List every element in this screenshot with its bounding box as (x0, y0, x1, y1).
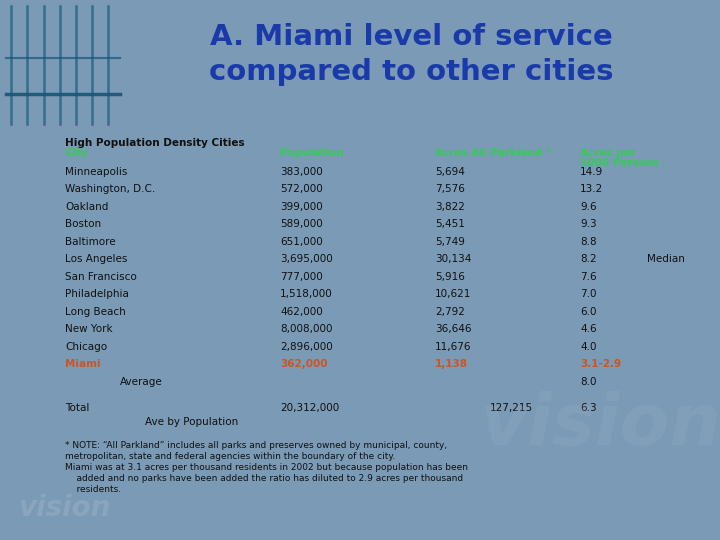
Text: Baltimore: Baltimore (65, 237, 116, 247)
Text: 399,000: 399,000 (280, 201, 323, 212)
Text: Acres All Parkland *: Acres All Parkland * (435, 147, 552, 158)
Text: 30,134: 30,134 (435, 254, 472, 264)
Text: 11,676: 11,676 (435, 342, 472, 352)
Text: 777,000: 777,000 (280, 272, 323, 282)
Text: 36,646: 36,646 (435, 325, 472, 334)
Text: Average: Average (120, 377, 163, 387)
Text: metropolitan, state and federal agencies within the boundary of the city.: metropolitan, state and federal agencies… (65, 452, 395, 461)
Text: Chicago: Chicago (65, 342, 107, 352)
Text: 572,000: 572,000 (280, 184, 323, 194)
Text: 9.3: 9.3 (580, 219, 597, 229)
Text: residents.: residents. (65, 485, 121, 494)
Text: 3.1-2.9: 3.1-2.9 (580, 359, 621, 369)
Text: 10,621: 10,621 (435, 289, 472, 299)
Text: 14.9: 14.9 (580, 167, 603, 177)
Text: 13.2: 13.2 (580, 184, 603, 194)
Text: Miami: Miami (65, 359, 101, 369)
Text: 2,896,000: 2,896,000 (280, 342, 333, 352)
Text: 5,916: 5,916 (435, 272, 465, 282)
Text: 8.0: 8.0 (580, 377, 596, 387)
Text: * NOTE: “All Parkland” includes all parks and preserves owned by municipal, coun: * NOTE: “All Parkland” includes all park… (65, 441, 447, 450)
Text: 8.2: 8.2 (580, 254, 597, 264)
Text: 1000 Persons: 1000 Persons (580, 158, 660, 167)
Text: Miami was at 3.1 acres per thousand residents in 2002 but because population has: Miami was at 3.1 acres per thousand resi… (65, 463, 468, 472)
Text: 5,694: 5,694 (435, 167, 465, 177)
Text: Oakland: Oakland (65, 201, 109, 212)
Text: added and no parks have been added the ratio has diluted to 2.9 acres per thousa: added and no parks have been added the r… (65, 474, 463, 483)
Text: Median: Median (647, 254, 685, 264)
Text: Washington, D.C.: Washington, D.C. (65, 184, 156, 194)
Text: 1,138: 1,138 (435, 359, 468, 369)
Text: Minneapolis: Minneapolis (65, 167, 127, 177)
Text: 6.3: 6.3 (580, 403, 597, 413)
Text: 8.8: 8.8 (580, 237, 597, 247)
Text: 5,451: 5,451 (435, 219, 465, 229)
Text: Population: Population (280, 147, 343, 158)
Text: Philadelphia: Philadelphia (65, 289, 129, 299)
Text: 383,000: 383,000 (280, 167, 323, 177)
Text: 651,000: 651,000 (280, 237, 323, 247)
Text: 2,792: 2,792 (435, 307, 465, 317)
Text: Los Angeles: Los Angeles (65, 254, 127, 264)
Text: 4.6: 4.6 (580, 325, 597, 334)
Text: 4.0: 4.0 (580, 342, 596, 352)
Text: 6.0: 6.0 (580, 307, 596, 317)
Text: vision: vision (480, 391, 720, 460)
Text: Long Beach: Long Beach (65, 307, 126, 317)
Text: 127,215: 127,215 (490, 403, 533, 413)
Text: 8,008,000: 8,008,000 (280, 325, 333, 334)
Text: 3,822: 3,822 (435, 201, 465, 212)
Text: Boston: Boston (65, 219, 101, 229)
Text: 3,695,000: 3,695,000 (280, 254, 333, 264)
Text: 362,000: 362,000 (280, 359, 328, 369)
Text: 7,576: 7,576 (435, 184, 465, 194)
Text: High Population Density Cities: High Population Density Cities (65, 138, 245, 147)
Text: 1,518,000: 1,518,000 (280, 289, 333, 299)
Text: 5,749: 5,749 (435, 237, 465, 247)
Text: New York: New York (65, 325, 112, 334)
Text: Ave by Population: Ave by Population (145, 417, 238, 427)
Text: 589,000: 589,000 (280, 219, 323, 229)
Text: Acres per: Acres per (580, 147, 636, 158)
Text: 20,312,000: 20,312,000 (280, 403, 339, 413)
Text: 7.0: 7.0 (580, 289, 596, 299)
Text: City: City (65, 147, 88, 158)
Text: vision: vision (18, 494, 110, 522)
Text: 9.6: 9.6 (580, 201, 597, 212)
Text: 462,000: 462,000 (280, 307, 323, 317)
Text: Total: Total (65, 403, 89, 413)
Text: San Francisco: San Francisco (65, 272, 137, 282)
Text: A. Miami level of service
compared to other cities: A. Miami level of service compared to ot… (209, 23, 613, 86)
Text: 7.6: 7.6 (580, 272, 597, 282)
